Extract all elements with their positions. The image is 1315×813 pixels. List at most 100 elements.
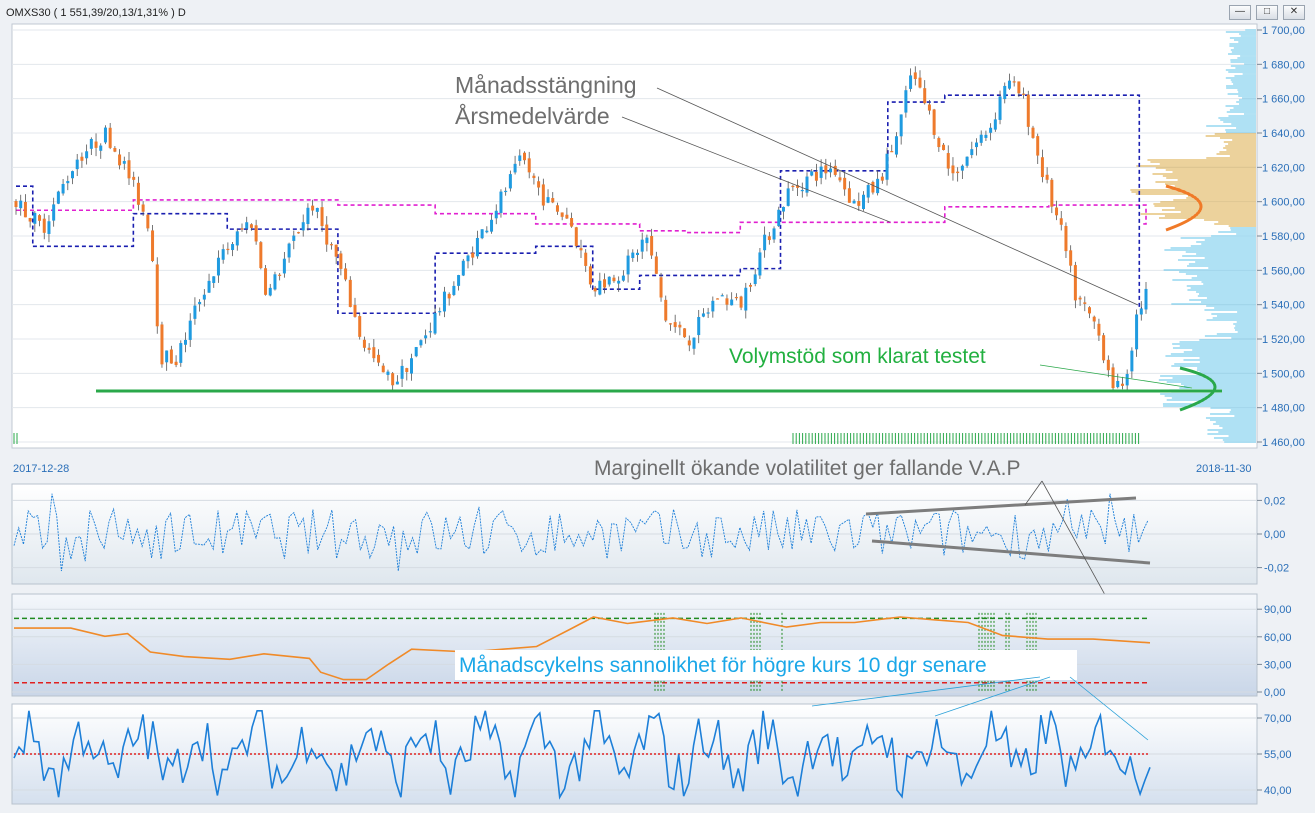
candle-body	[843, 177, 847, 190]
volume-support-label: Volymstöd som klarat testet	[729, 345, 986, 368]
candle-body	[725, 298, 729, 305]
candle-body	[650, 235, 654, 256]
candle-body	[956, 171, 960, 174]
date-end: 2018-11-30	[1196, 463, 1251, 475]
candle-body	[975, 142, 978, 148]
probability-line	[14, 616, 1151, 681]
candle-body	[249, 224, 253, 228]
candle-body	[772, 228, 776, 240]
price-axis: 1 700,00 1 680,00 1 660,00 1 640,00 1 620,00…	[1257, 25, 1305, 449]
volume-bars	[13, 433, 1140, 444]
candle-body	[358, 316, 362, 337]
candle-body	[833, 165, 837, 175]
candle-body	[984, 134, 988, 138]
candle-body	[1069, 250, 1073, 266]
candle-body	[603, 279, 607, 288]
candle-body	[103, 127, 107, 143]
candle-body	[419, 340, 423, 346]
candle-body	[1064, 226, 1068, 252]
candle-body	[75, 159, 79, 170]
candle-body	[198, 301, 202, 305]
minimize-icon[interactable]: —	[1229, 5, 1251, 20]
candle-body	[998, 96, 1002, 120]
support-arrow	[1179, 366, 1217, 412]
price-tick-label: 1 700,00	[1262, 25, 1305, 37]
volatility-upper-trend	[865, 496, 1137, 516]
candle-body	[127, 160, 131, 179]
close-icon[interactable]: ✕	[1283, 5, 1305, 20]
oscillator-tick-label: 40,00	[1264, 785, 1292, 797]
candle-body	[1144, 288, 1148, 310]
candle-body	[325, 224, 329, 245]
candle-body	[763, 234, 767, 251]
candle-body	[193, 305, 197, 319]
candle-body	[847, 188, 851, 203]
candle-body	[410, 358, 413, 374]
candle-body	[254, 225, 258, 242]
candle-body	[480, 229, 484, 239]
candle-body	[122, 161, 126, 164]
candle-body	[946, 153, 950, 169]
candle-body	[216, 257, 220, 276]
candle-body	[428, 331, 432, 333]
volatility-lower-trend	[871, 539, 1151, 565]
candle-body	[1083, 302, 1087, 304]
candle-body	[113, 148, 117, 152]
candle-body	[504, 190, 508, 193]
candle-body	[659, 277, 663, 298]
candle-body	[353, 305, 357, 317]
candle-body	[678, 324, 682, 328]
candle-body	[282, 258, 286, 274]
candle-body	[1111, 367, 1115, 389]
candle-body	[989, 127, 993, 133]
monthly-close-label: Månadsstängning	[455, 72, 637, 98]
candle-body	[42, 218, 46, 233]
monthly-close-pointer	[656, 87, 1139, 306]
oscillator-series: 70,00 55,00 40,00	[12, 710, 1292, 800]
candle-body	[744, 287, 748, 311]
candle-body	[1130, 350, 1134, 372]
candle-body	[753, 274, 757, 285]
candle-body	[391, 373, 395, 386]
candle-body	[513, 163, 517, 173]
candlesticks	[14, 66, 1148, 393]
candle-body	[278, 274, 282, 276]
candle-body	[1135, 314, 1139, 350]
candle-body	[1125, 374, 1129, 386]
candle-body	[311, 205, 315, 211]
candle-body	[852, 200, 856, 204]
monthly-close-path	[16, 94, 1142, 315]
support-pointer	[1039, 364, 1193, 389]
candle-body	[777, 209, 781, 227]
candle-body	[66, 181, 70, 184]
candle-body	[118, 154, 122, 166]
price-tick-label: 1 680,00	[1262, 59, 1305, 71]
candle-body	[866, 185, 870, 198]
candle-body	[626, 255, 630, 275]
monthly-close-line	[16, 94, 1142, 315]
candle-body	[221, 249, 225, 260]
candle-body	[923, 88, 927, 104]
restore-icon[interactable]: □	[1256, 5, 1278, 20]
probability-tick-label: 0,00	[1264, 687, 1285, 699]
candle-body	[47, 221, 51, 234]
candle-body	[927, 104, 931, 111]
candle-body	[179, 343, 183, 363]
candle-body	[551, 198, 555, 203]
price-tick-label: 1 640,00	[1262, 128, 1305, 140]
candle-body	[1040, 157, 1044, 178]
volatility-pointer	[1024, 480, 1043, 506]
candle-body	[226, 248, 230, 251]
candle-body	[965, 156, 969, 166]
candle-body	[320, 207, 324, 226]
candle-body	[240, 228, 244, 230]
candle-body	[136, 182, 140, 205]
candle-body	[160, 324, 164, 365]
candle-body	[1012, 81, 1016, 83]
yearly-average-label: Årsmedelvärde	[455, 102, 610, 129]
oscillator-tick-label: 55,00	[1264, 749, 1292, 761]
volatility-label: Marginellt ökande volatilitet ger fallan…	[594, 457, 1020, 480]
candle-body	[829, 168, 833, 173]
candle-body	[344, 268, 348, 280]
